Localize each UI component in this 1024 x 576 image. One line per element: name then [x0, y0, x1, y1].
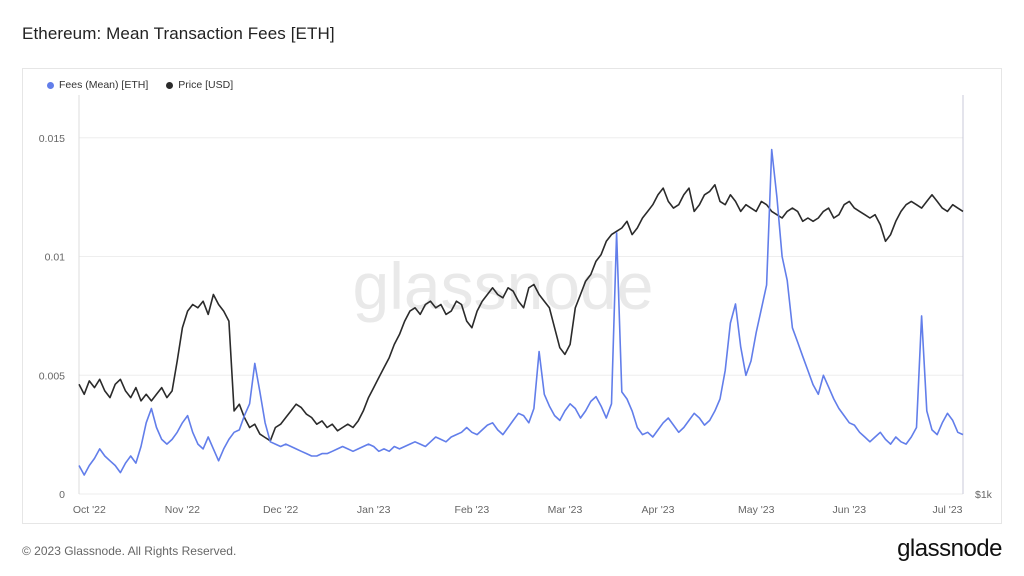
x-tick-label: Feb '23 — [455, 504, 490, 516]
page-title: Ethereum: Mean Transaction Fees [ETH] — [22, 24, 335, 43]
legend-label-price: Price [USD] — [178, 79, 234, 91]
watermark: glassnode — [353, 249, 654, 323]
x-tick-label: Apr '23 — [642, 504, 675, 516]
x-tick-label: Jul '23 — [932, 504, 962, 516]
legend-item-price[interactable]: Price [USD] — [166, 79, 233, 91]
y-tick-label: 0.01 — [45, 252, 66, 264]
x-tick-label: Jun '23 — [833, 504, 867, 516]
x-tick-label: Nov '22 — [165, 504, 200, 516]
legend-item-fees[interactable]: Fees (Mean) [ETH] — [47, 79, 148, 91]
chart-canvas[interactable]: glassnode 0 0.005 0.01 0.015 Oct '22 Nov '22… — [23, 69, 1003, 525]
brand-logo[interactable]: glassnode — [897, 535, 1002, 562]
x-axis: Oct '22 Nov '22 Dec '22 Jan '23 Feb '23 Mar '… — [73, 504, 963, 516]
fees-series-dot-icon — [47, 81, 54, 89]
copyright-text: © 2023 Glassnode. All Rights Reserved. — [22, 544, 237, 558]
x-tick-label: Mar '23 — [548, 504, 583, 516]
chart-panel: Fees (Mean) [ETH] Price [USD] glassnode … — [22, 68, 1002, 524]
x-tick-label: Jan '23 — [357, 504, 391, 516]
y-right-tick-label: $1k — [975, 489, 993, 501]
y-tick-label: 0.015 — [39, 133, 65, 145]
fees-line[interactable] — [78, 148, 964, 476]
y-tick-label: 0 — [59, 489, 65, 501]
chart-legend: Fees (Mean) [ETH] Price [USD] — [47, 79, 233, 91]
x-tick-label: May '23 — [738, 504, 775, 516]
y-tick-label: 0.005 — [39, 370, 65, 382]
y-axis-right: $1k — [975, 489, 993, 501]
price-line[interactable] — [78, 184, 964, 442]
x-tick-label: Dec '22 — [263, 504, 298, 516]
price-series — [78, 184, 964, 442]
x-tick-label: Oct '22 — [73, 504, 106, 516]
legend-label-fees: Fees (Mean) [ETH] — [59, 79, 149, 91]
price-series-dot-icon — [166, 81, 174, 89]
fees-series — [78, 148, 964, 476]
y-axis-left: 0 0.005 0.01 0.015 — [39, 133, 65, 501]
chart-grid — [78, 95, 964, 495]
